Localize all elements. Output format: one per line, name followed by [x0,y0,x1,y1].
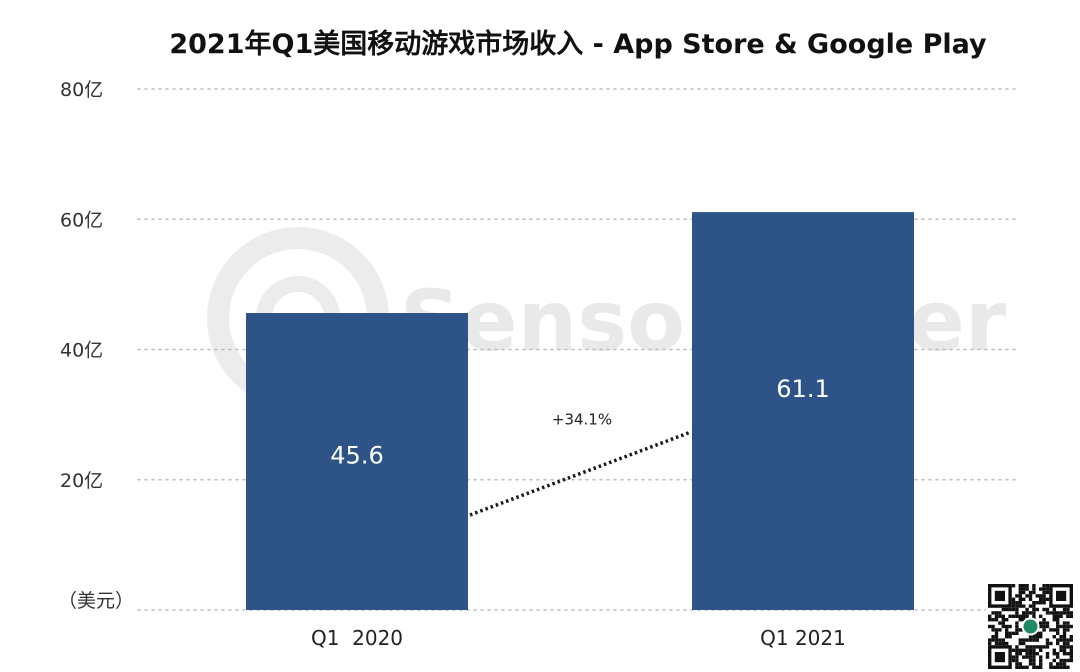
unit-label: （美元） [58,590,134,612]
y-tick-label: 60亿 [60,209,103,231]
bar [692,212,914,610]
bar-value-label: 61.1 [776,375,829,403]
x-tick-label: Q1 2020 [311,626,403,650]
growth-label: +34.1% [552,410,612,428]
x-tick-label: Q1 2021 [760,626,846,650]
y-tick-label: 40亿 [60,340,103,362]
growth-line [469,430,691,517]
y-tick-label: 20亿 [60,470,103,492]
y-axis-ticks: 20亿 40亿 60亿 80亿 [60,79,103,492]
bar-value-label: 45.6 [330,442,383,470]
y-tick-label: 80亿 [60,79,103,101]
chart-title: 2021年Q1美国移动游戏市场收入 - App Store & Google P… [169,28,987,60]
bar [246,313,468,610]
bars: 45.6 61.1 [246,212,914,610]
growth-annotation: +34.1% [469,410,691,517]
qr-code [986,582,1075,671]
x-axis-labels: Q1 2020 Q1 2021 [311,626,846,650]
